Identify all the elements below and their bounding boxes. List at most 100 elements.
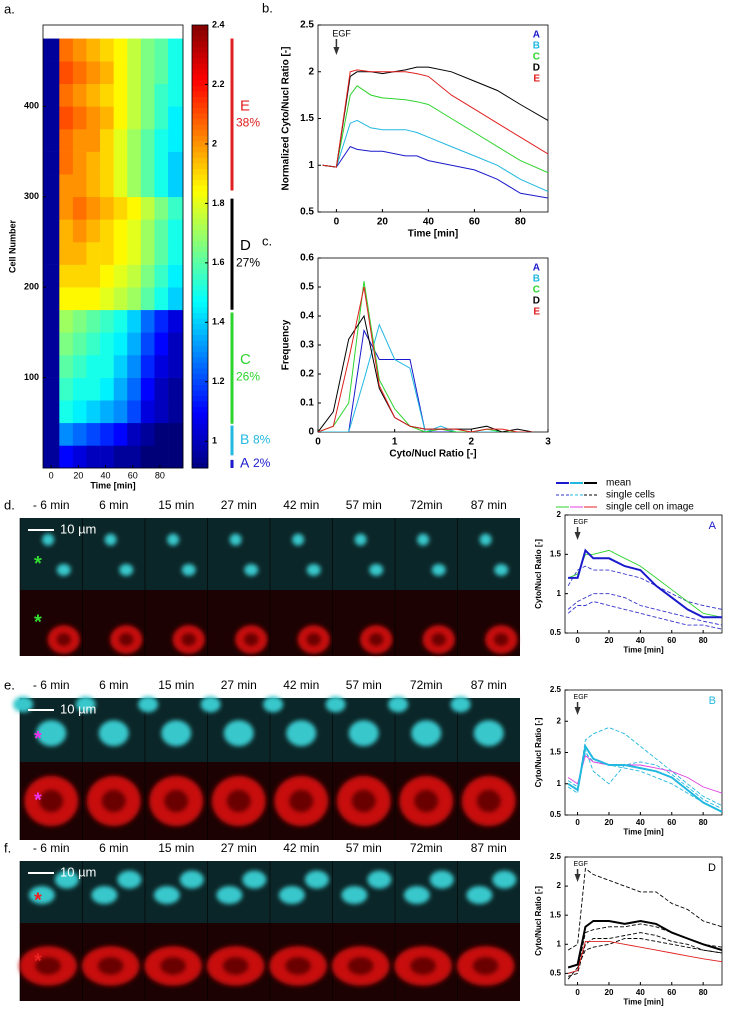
colorbar-segment [192,229,208,236]
cell-nucleus [164,789,189,813]
heat-cell [140,332,155,356]
colorbar-segment [192,47,208,54]
nucleus [36,720,67,747]
heat-cell [43,445,60,469]
annotation: EGF [574,519,588,526]
heat-cell [86,38,101,62]
cell-nucleus [289,789,314,813]
time-label: 15 min [158,498,194,512]
x-tick-label: 1 [392,437,398,448]
heat-cell [168,83,184,107]
colorbar-segment [192,379,208,386]
heat-cell [86,219,101,243]
colorbar-segment [192,163,208,170]
nucleus [306,563,321,576]
cell-nucleus [414,789,439,813]
series-line [318,281,533,432]
nucleus [304,870,329,889]
nucleus [278,886,305,905]
nucleus [479,533,492,546]
colorbar-segment [192,357,208,364]
heat-cell [168,309,184,333]
heat-cell [72,196,87,220]
y-tick-label: 1.5 [550,549,562,558]
heat-cell [43,287,60,311]
x-tick-label: 40 [423,217,435,228]
time-label: 42 min [283,678,319,692]
y-tick-label: 0.4 [300,311,314,322]
legend-entry: A [533,30,540,41]
series-line [567,940,722,974]
colorbar-segment [192,451,208,458]
time-label: 42 min [283,498,319,512]
nucleus [450,696,471,713]
cell-nucleus [306,633,321,646]
nucleus [473,720,504,747]
colorbar-segment [192,74,208,81]
heat-cell [72,309,87,333]
heat-cell [113,151,128,175]
series-line [322,119,548,192]
x-tick-label: 40 [636,988,645,997]
colorbar-tick-label: 1.4 [212,317,225,327]
series-line [322,69,548,168]
heat-cell [59,196,74,220]
cell-nucleus [347,957,374,975]
series-line [567,919,722,969]
series-line [318,286,533,432]
heat-cell [127,422,142,446]
y-axis-label: Cyto/Nucl Ratio [-] [534,539,543,609]
nucleus [229,533,242,546]
panel-label: e. [4,677,15,692]
heat-cell [127,377,142,401]
heat-cell [168,400,184,424]
cell-nucleus [431,633,446,646]
cell-nucleus [101,789,126,813]
heat-cell [100,106,114,130]
heat-cell [113,354,128,378]
cell-nucleus [351,789,376,813]
heat-cell [59,332,74,356]
heat-cell [113,264,128,288]
y-tick-label: 0 [308,427,314,438]
heat-cell [59,83,74,107]
group-name: C [240,351,251,368]
heat-cell [86,128,101,152]
heat-cell [127,400,142,424]
panel-tag: D [708,862,716,874]
colorbar-segment [192,96,208,104]
x-tick-label: 20 [605,988,614,997]
heat-cell [72,445,87,469]
nucleus [494,563,509,576]
colorbar-segment [192,69,208,76]
y-axis-label: Cyto/Nucl Ratio [-] [534,717,543,787]
heat-cell [113,377,128,401]
heat-cell [154,174,169,198]
heat-cell [140,151,155,175]
cell-marker: * [34,728,42,750]
heat-cell [59,241,74,265]
heat-cell [154,151,169,175]
legend-entry: E [533,74,540,85]
series-line [567,593,722,626]
legend-entry: B [533,41,540,52]
heat-cell [168,151,184,175]
colorbar-segment [192,407,208,414]
colorbar-segment [192,434,208,441]
x-tick-label: 40 [636,636,645,645]
x-tick-label: 60 [667,636,676,645]
colorbar-segment [192,218,208,225]
panel-label: d. [4,497,15,512]
heat-cell [72,354,87,378]
colorbar-segment [192,191,208,198]
x-tick-label: 20 [605,818,614,827]
colorbar-segment [192,240,208,247]
heat-cell [154,196,169,220]
colorbar-segment [192,312,208,319]
nucleus [54,870,79,889]
y-axis-label: Cyto/Nucl Ratio [-] [534,886,543,956]
legend-entry: C [533,52,540,63]
heat-cell [140,196,155,220]
colorbar-segment [192,174,208,181]
legend-entry: C [533,285,540,296]
